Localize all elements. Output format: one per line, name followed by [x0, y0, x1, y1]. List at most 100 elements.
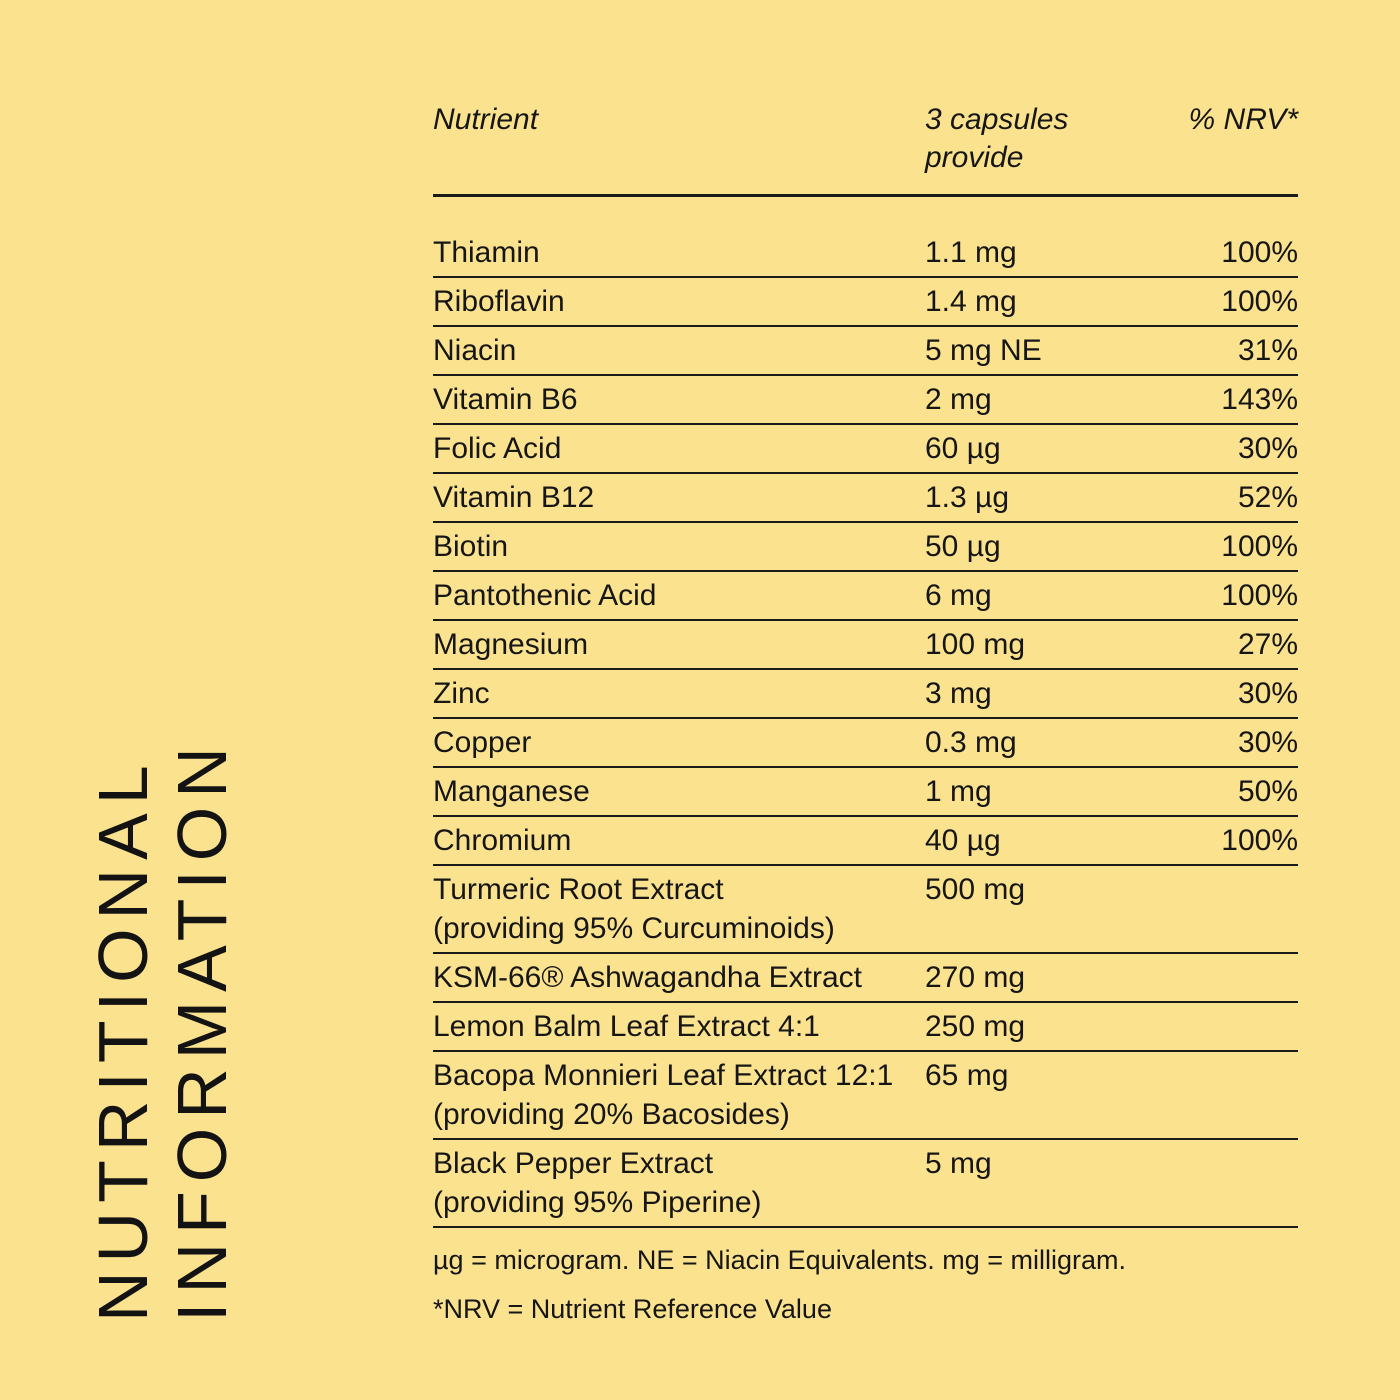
nutrient-name-cell: Folic Acid	[433, 429, 925, 468]
nrv-cell: 27%	[1237, 628, 1298, 661]
amount-cell: 5 mg	[925, 1147, 992, 1180]
amount-cell: 250 mg	[925, 1010, 1026, 1043]
table-row: Copper 0.3 mg 30%	[433, 719, 1298, 768]
header-amount: 3 capsules provide	[925, 103, 1069, 174]
footnotes: µg = microgram. NE = Niacin Equivalents.…	[433, 1243, 1298, 1326]
nutrient-name: Turmeric Root Extract	[433, 873, 724, 906]
table-row: Folic Acid 60 µg 30%	[433, 425, 1298, 474]
nutrient-name-cell: Thiamin	[433, 233, 925, 272]
table-row: Pantothenic Acid 6 mg 100%	[433, 572, 1298, 621]
panel-title-line-1: NUTRITIONAL	[84, 756, 162, 1322]
table-row: Vitamin B12 1.3 µg 52%	[433, 474, 1298, 523]
table-row: Riboflavin 1.4 mg 100%	[433, 278, 1298, 327]
nrv-cell: 30%	[1237, 432, 1298, 465]
nutrient-name-cell: Riboflavin	[433, 282, 925, 321]
nutrient-name: Riboflavin	[433, 285, 565, 318]
nutrient-name: Biotin	[433, 530, 509, 563]
table-row: Zinc 3 mg 30%	[433, 670, 1298, 719]
amount-cell: 0.3 mg	[925, 726, 1017, 759]
amount-cell: 1.1 mg	[925, 236, 1017, 269]
footnote-units: µg = microgram. NE = Niacin Equivalents.…	[433, 1245, 1127, 1275]
table-row: Manganese 1 mg 50%	[433, 768, 1298, 817]
nutrient-name: Chromium	[433, 824, 572, 857]
header-nrv: % NRV*	[1188, 103, 1298, 136]
nrv-cell: 100%	[1221, 579, 1298, 612]
table-body: Thiamin 1.1 mg 100% Riboflavin 1.4 mg 10…	[433, 197, 1298, 1228]
nutrient-name: Pantothenic Acid	[433, 579, 657, 612]
table-row: KSM-66® Ashwagandha Extract 270 mg	[433, 954, 1298, 1003]
nutrient-name: Black Pepper Extract	[433, 1147, 714, 1180]
nutrient-name: Thiamin	[433, 236, 540, 269]
nutrient-sub-detail: (providing 95% Piperine)	[433, 1186, 762, 1219]
nrv-cell: 30%	[1237, 677, 1298, 710]
nrv-cell: 100%	[1221, 824, 1298, 857]
nutrient-name-cell: Black Pepper Extract (providing 95% Pipe…	[433, 1144, 925, 1222]
amount-cell: 270 mg	[925, 961, 1026, 994]
nrv-cell: 30%	[1237, 726, 1298, 759]
nutrient-name-cell: Chromium	[433, 821, 925, 860]
amount-cell: 60 µg	[925, 432, 1001, 465]
nutrient-name: Folic Acid	[433, 432, 562, 465]
nrv-cell: 100%	[1221, 285, 1298, 318]
table-row: Turmeric Root Extract (providing 95% Cur…	[433, 866, 1298, 954]
nutrient-name: Magnesium	[433, 628, 589, 661]
table-row: Bacopa Monnieri Leaf Extract 12:1 (provi…	[433, 1052, 1298, 1140]
amount-cell: 1.3 µg	[925, 481, 1010, 514]
amount-cell: 1 mg	[925, 775, 992, 808]
amount-cell: 1.4 mg	[925, 285, 1017, 318]
nutrition-table: Nutrient 3 capsules provide % NRV* Thiam…	[433, 101, 1298, 1326]
nutrient-name: Lemon Balm Leaf Extract 4:1	[433, 1010, 820, 1043]
nutrient-name-cell: Magnesium	[433, 625, 925, 664]
nutrient-name-cell: Vitamin B12	[433, 478, 925, 517]
nutrient-sub-detail: (providing 95% Curcuminoids)	[433, 912, 835, 945]
panel-title: NUTRITIONAL INFORMATION	[84, 738, 242, 1322]
nutrient-sub-detail: (providing 20% Bacosides)	[433, 1098, 790, 1131]
amount-cell: 65 mg	[925, 1059, 1009, 1092]
panel-title-line-2: INFORMATION	[163, 738, 241, 1322]
nutrient-name: Zinc	[433, 677, 490, 710]
nutrient-name: Bacopa Monnieri Leaf Extract 12:1	[433, 1059, 894, 1092]
amount-cell: 500 mg	[925, 873, 1026, 906]
nutrient-name-cell: Lemon Balm Leaf Extract 4:1	[433, 1007, 925, 1046]
nutrient-name: Vitamin B6	[433, 383, 578, 416]
amount-cell: 2 mg	[925, 383, 992, 416]
nutrient-name: Copper	[433, 726, 532, 759]
nutrient-name: Vitamin B12	[433, 481, 595, 514]
table-header-row: Nutrient 3 capsules provide % NRV*	[433, 101, 1298, 197]
amount-cell: 40 µg	[925, 824, 1001, 857]
nrv-cell: 52%	[1237, 481, 1298, 514]
table-row: Biotin 50 µg 100%	[433, 523, 1298, 572]
table-row: Vitamin B6 2 mg 143%	[433, 376, 1298, 425]
amount-cell: 5 mg NE	[925, 334, 1042, 367]
nrv-cell: 50%	[1237, 775, 1298, 808]
amount-cell: 100 mg	[925, 628, 1026, 661]
nutrient-name-cell: Vitamin B6	[433, 380, 925, 419]
table-row: Niacin 5 mg NE 31%	[433, 327, 1298, 376]
table-row: Black Pepper Extract (providing 95% Pipe…	[433, 1140, 1298, 1228]
nutrient-name-cell: Niacin	[433, 331, 925, 370]
nrv-cell: 100%	[1221, 530, 1298, 563]
nutrient-name-cell: Pantothenic Acid	[433, 576, 925, 615]
table-row: Chromium 40 µg 100%	[433, 817, 1298, 866]
nrv-cell: 143%	[1221, 383, 1298, 416]
nutrient-name-cell: Copper	[433, 723, 925, 762]
table-row: Lemon Balm Leaf Extract 4:1 250 mg	[433, 1003, 1298, 1052]
nutrient-name-cell: KSM-66® Ashwagandha Extract	[433, 958, 925, 997]
table-row: Magnesium 100 mg 27%	[433, 621, 1298, 670]
footnote-nrv: *NRV = Nutrient Reference Value	[433, 1294, 832, 1324]
nrv-cell: 100%	[1221, 236, 1298, 269]
nutrient-name-cell: Turmeric Root Extract (providing 95% Cur…	[433, 870, 925, 948]
nutrient-name: Manganese	[433, 775, 590, 808]
amount-cell: 3 mg	[925, 677, 992, 710]
amount-cell: 6 mg	[925, 579, 992, 612]
table-row: Thiamin 1.1 mg 100%	[433, 197, 1298, 278]
nutrient-name: KSM-66® Ashwagandha Extract	[433, 961, 862, 994]
amount-cell: 50 µg	[925, 530, 1001, 563]
nutrient-name: Niacin	[433, 334, 517, 367]
nutrient-name-cell: Zinc	[433, 674, 925, 713]
nutrient-name-cell: Biotin	[433, 527, 925, 566]
nutrient-name-cell: Bacopa Monnieri Leaf Extract 12:1 (provi…	[433, 1056, 925, 1134]
nutrient-name-cell: Manganese	[433, 772, 925, 811]
nrv-cell: 31%	[1237, 334, 1298, 367]
header-nutrient: Nutrient	[433, 103, 539, 136]
